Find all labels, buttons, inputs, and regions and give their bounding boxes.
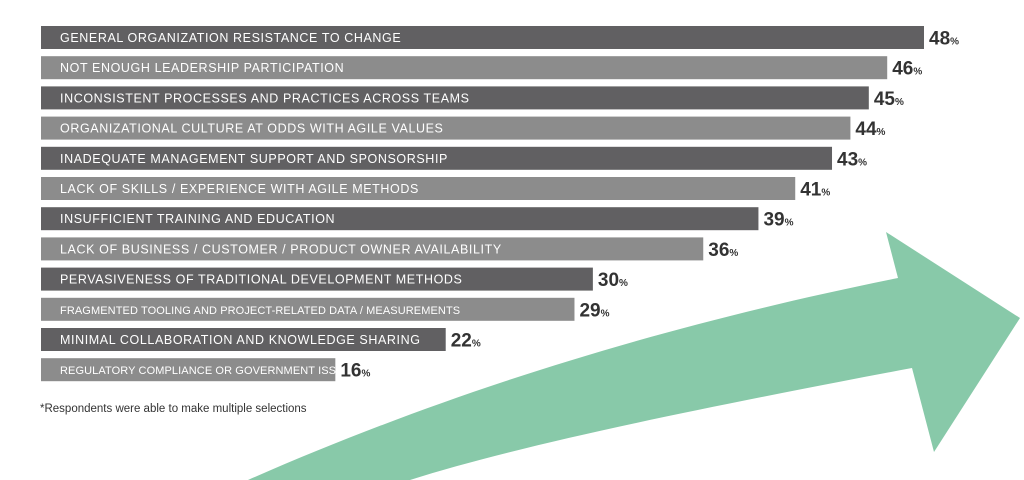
bars-layer: GENERAL ORGANIZATION RESISTANCE TO CHANG…	[41, 26, 959, 382]
bar-label: LACK OF BUSINESS / CUSTOMER / PRODUCT OW…	[60, 242, 502, 256]
value-label: 44%	[855, 119, 885, 140]
bar-label: GENERAL ORGANIZATION RESISTANCE TO CHANG…	[60, 31, 401, 45]
bar	[41, 56, 888, 80]
bar	[41, 177, 796, 200]
bar	[41, 26, 924, 49]
value-label: 22%	[451, 331, 481, 352]
bar-label: INSUFFICIENT TRAINING AND EDUCATION	[60, 212, 335, 226]
value-label: 43%	[837, 149, 867, 170]
value-label: 29%	[579, 300, 609, 321]
bar-label: INCONSISTENT PROCESSES AND PRACTICES ACR…	[60, 91, 470, 105]
bar-label: ORGANIZATIONAL CULTURE AT ODDS WITH AGIL…	[60, 122, 444, 136]
upward-trend-arrow-icon	[248, 232, 1020, 480]
bar	[41, 358, 336, 382]
bar-label: PERVASIVENESS OF TRADITIONAL DEVELOPMENT…	[60, 273, 463, 287]
value-label: 16%	[340, 361, 370, 382]
value-label: 46%	[892, 59, 922, 80]
bar-label: FRAGMENTED TOOLING AND PROJECT-RELATED D…	[60, 305, 460, 317]
value-label: 45%	[874, 89, 904, 110]
value-label: 41%	[800, 180, 830, 201]
bar-label: NOT ENOUGH LEADERSHIP PARTICIPATION	[60, 61, 344, 75]
bar	[41, 146, 833, 170]
value-label: 48%	[929, 29, 959, 50]
bar	[41, 297, 575, 321]
bar-label: INADEQUATE MANAGEMENT SUPPORT AND SPONSO…	[60, 152, 448, 166]
bar	[41, 237, 704, 261]
bar-label: LACK OF SKILLS / EXPERIENCE WITH AGILE M…	[60, 182, 419, 196]
value-label: 36%	[708, 240, 738, 261]
value-label: 39%	[763, 210, 793, 231]
bar-label: REGULATORY COMPLIANCE OR GOVERNMENT ISSU…	[60, 365, 352, 377]
bar	[41, 86, 869, 110]
value-label: 30%	[598, 270, 628, 291]
bar	[41, 207, 759, 231]
bar	[41, 328, 446, 351]
bar-label: MINIMAL COLLABORATION AND KNOWLEDGE SHAR…	[60, 333, 421, 347]
bar	[41, 116, 851, 140]
bar	[41, 267, 593, 291]
footnote: *Respondents were able to make multiple …	[40, 403, 307, 415]
